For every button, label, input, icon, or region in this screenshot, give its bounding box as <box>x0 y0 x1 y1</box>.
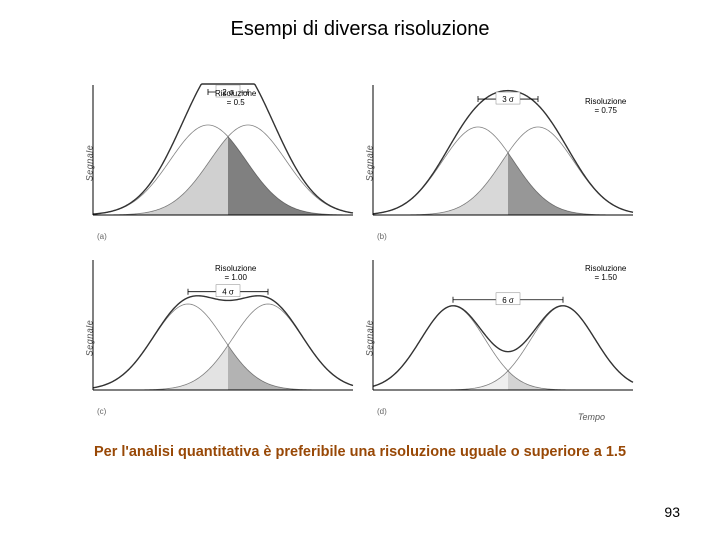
x-axis-label: Tempo <box>578 412 605 422</box>
chart-panel-d: 6 σ Risoluzione= 1.50 Segnale (d) Tempo <box>365 255 635 420</box>
caption-text: Per l'analisi quantitativa è preferibile… <box>0 444 720 460</box>
panel-corner-label: (d) <box>377 407 387 416</box>
panel-corner-label: (b) <box>377 232 387 241</box>
svg-text:4 σ: 4 σ <box>222 288 234 297</box>
svg-text:6 σ: 6 σ <box>502 296 514 305</box>
slide: Esempi di diversa risoluzione 2 σ Risolu… <box>0 0 720 540</box>
resolution-label-b: Risoluzione= 0.75 <box>585 98 626 116</box>
resolution-label-a: Risoluzione= 0.5 <box>215 90 256 108</box>
chart-panel-b: 3 σ Risoluzione= 0.75 Segnale (b) <box>365 80 635 245</box>
y-axis-label: Segnale <box>84 319 94 356</box>
chart-panel-c: 4 σ Risoluzione= 1.00 Segnale (c) <box>85 255 355 420</box>
resolution-label-c: Risoluzione= 1.00 <box>215 265 256 283</box>
resolution-label-d: Risoluzione= 1.50 <box>585 265 626 283</box>
y-axis-label: Segnale <box>364 144 374 181</box>
slide-title: Esempi di diversa risoluzione <box>0 18 720 41</box>
y-axis-label: Segnale <box>84 144 94 181</box>
panel-corner-label: (a) <box>97 232 107 241</box>
page-number: 93 <box>664 504 680 520</box>
panel-corner-label: (c) <box>97 407 106 416</box>
svg-text:3 σ: 3 σ <box>502 95 514 104</box>
chart-grid: 2 σ Risoluzione= 0.5Segnale(a) 3 σ Risol… <box>85 80 635 420</box>
chart-panel-a: 2 σ Risoluzione= 0.5Segnale(a) <box>85 80 355 245</box>
y-axis-label: Segnale <box>364 319 374 356</box>
